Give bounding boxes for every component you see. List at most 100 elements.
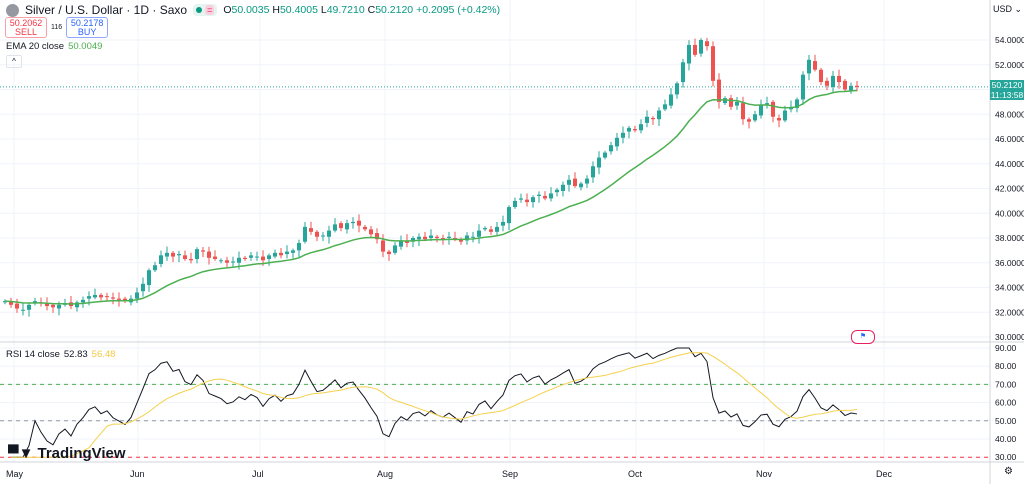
candle-body — [117, 298, 121, 300]
market-status[interactable]: = — [193, 4, 218, 16]
candle-body — [429, 235, 433, 238]
candle-body — [231, 261, 235, 263]
candle-body — [207, 251, 211, 258]
candle-body — [573, 178, 577, 187]
candle-body — [555, 189, 559, 193]
price-tick: 44.0000 — [995, 159, 1024, 169]
candle-body — [471, 236, 475, 238]
candle-body — [849, 85, 853, 91]
candle-body — [807, 59, 811, 74]
trade-panel: 50.2062 SELL 116 50.2178 BUY — [5, 17, 109, 38]
rsi-line — [11, 347, 858, 458]
candle-body — [363, 226, 367, 230]
candle-body — [723, 98, 727, 104]
collapse-legend-button[interactable]: ^ — [6, 55, 22, 68]
rsi-ma-line — [11, 352, 858, 458]
settings-icon[interactable]: ⚙ — [1004, 466, 1013, 477]
candle-body — [519, 198, 523, 200]
tradingview-logo[interactable]: ▀▼ TradingView — [8, 445, 126, 462]
candle-body — [513, 200, 517, 208]
candle-body — [159, 255, 163, 264]
price-tick: 32.0000 — [995, 307, 1024, 317]
candle-body — [321, 235, 325, 237]
candle-body — [417, 236, 421, 240]
candle-body — [201, 250, 205, 252]
candle-body — [681, 62, 685, 83]
silver-icon — [6, 3, 19, 17]
candle-body — [435, 236, 439, 238]
symbol-title[interactable]: Silver / U.S. Dollar · 1D · Saxo — [25, 3, 188, 17]
candle-body — [537, 194, 541, 196]
last-price-tag: 50.2120 11:13:58 — [990, 80, 1024, 100]
candle-body — [99, 294, 103, 298]
candle-body — [219, 260, 223, 262]
candle-body — [621, 132, 625, 138]
currency-selector[interactable]: USD ⌄ — [993, 4, 1023, 14]
price-tick: 46.0000 — [995, 134, 1024, 144]
candle-body — [525, 199, 529, 203]
candle-body — [45, 303, 49, 307]
candle-body — [357, 220, 361, 226]
time-tick: Dec — [876, 469, 893, 479]
candle-body — [267, 255, 271, 260]
candle-body — [411, 238, 415, 242]
candle-body — [531, 197, 535, 203]
candle-body — [141, 283, 145, 292]
candle-body — [705, 41, 709, 47]
candle-body — [315, 231, 319, 237]
price-tick: 30.0000 — [995, 332, 1024, 342]
candle-body — [501, 221, 505, 226]
candle-body — [393, 245, 397, 253]
candle-body — [693, 44, 697, 55]
candle-body — [825, 80, 829, 86]
price-tick: 52.0000 — [995, 60, 1024, 70]
candle-body — [687, 44, 691, 64]
candle-body — [603, 152, 607, 158]
candle-body — [447, 236, 451, 238]
candle-body — [609, 145, 613, 152]
event-flag-icon[interactable]: ⚑ — [851, 330, 875, 344]
candle-body — [177, 254, 181, 256]
candle-body — [591, 166, 595, 178]
candle-body — [543, 195, 547, 199]
candle-body — [21, 309, 25, 311]
candle-body — [831, 75, 835, 88]
candle-body — [165, 252, 169, 257]
candle-body — [243, 257, 247, 260]
price-tick: 54.0000 — [995, 35, 1024, 45]
candle-body — [189, 259, 193, 261]
candle-body — [855, 85, 859, 87]
candle-body — [423, 236, 427, 240]
rsi-tick: 40.00 — [995, 434, 1017, 444]
candle-body — [633, 129, 637, 131]
rsi-legend[interactable]: RSI 14 close 52.83 56.48 — [6, 349, 116, 360]
candle-body — [255, 256, 259, 258]
sell-button[interactable]: 50.2062 SELL — [5, 17, 47, 38]
buy-button[interactable]: 50.2178 BUY — [66, 17, 109, 38]
candle-body — [819, 69, 823, 83]
candle-body — [345, 223, 349, 230]
candle-body — [333, 224, 337, 231]
candle-body — [579, 183, 583, 188]
equal-icon: = — [205, 5, 215, 15]
candle-body — [195, 249, 199, 260]
candle-body — [339, 223, 343, 229]
candle-body — [657, 110, 661, 120]
candle-body — [111, 297, 115, 299]
candle-body — [399, 240, 403, 247]
candle-body — [663, 104, 667, 110]
candle-body — [729, 98, 733, 107]
rsi-tick: 30.00 — [995, 452, 1017, 462]
ema-legend[interactable]: EMA 20 close 50.0049 — [6, 41, 103, 52]
ema-line — [4, 89, 858, 305]
candle-body — [93, 294, 97, 298]
candle-body — [171, 252, 175, 257]
candle-body — [741, 103, 745, 120]
candle-body — [75, 302, 79, 308]
candle-body — [711, 46, 715, 81]
candle-body — [747, 119, 751, 122]
candle-body — [135, 292, 139, 299]
candle-body — [483, 228, 487, 230]
